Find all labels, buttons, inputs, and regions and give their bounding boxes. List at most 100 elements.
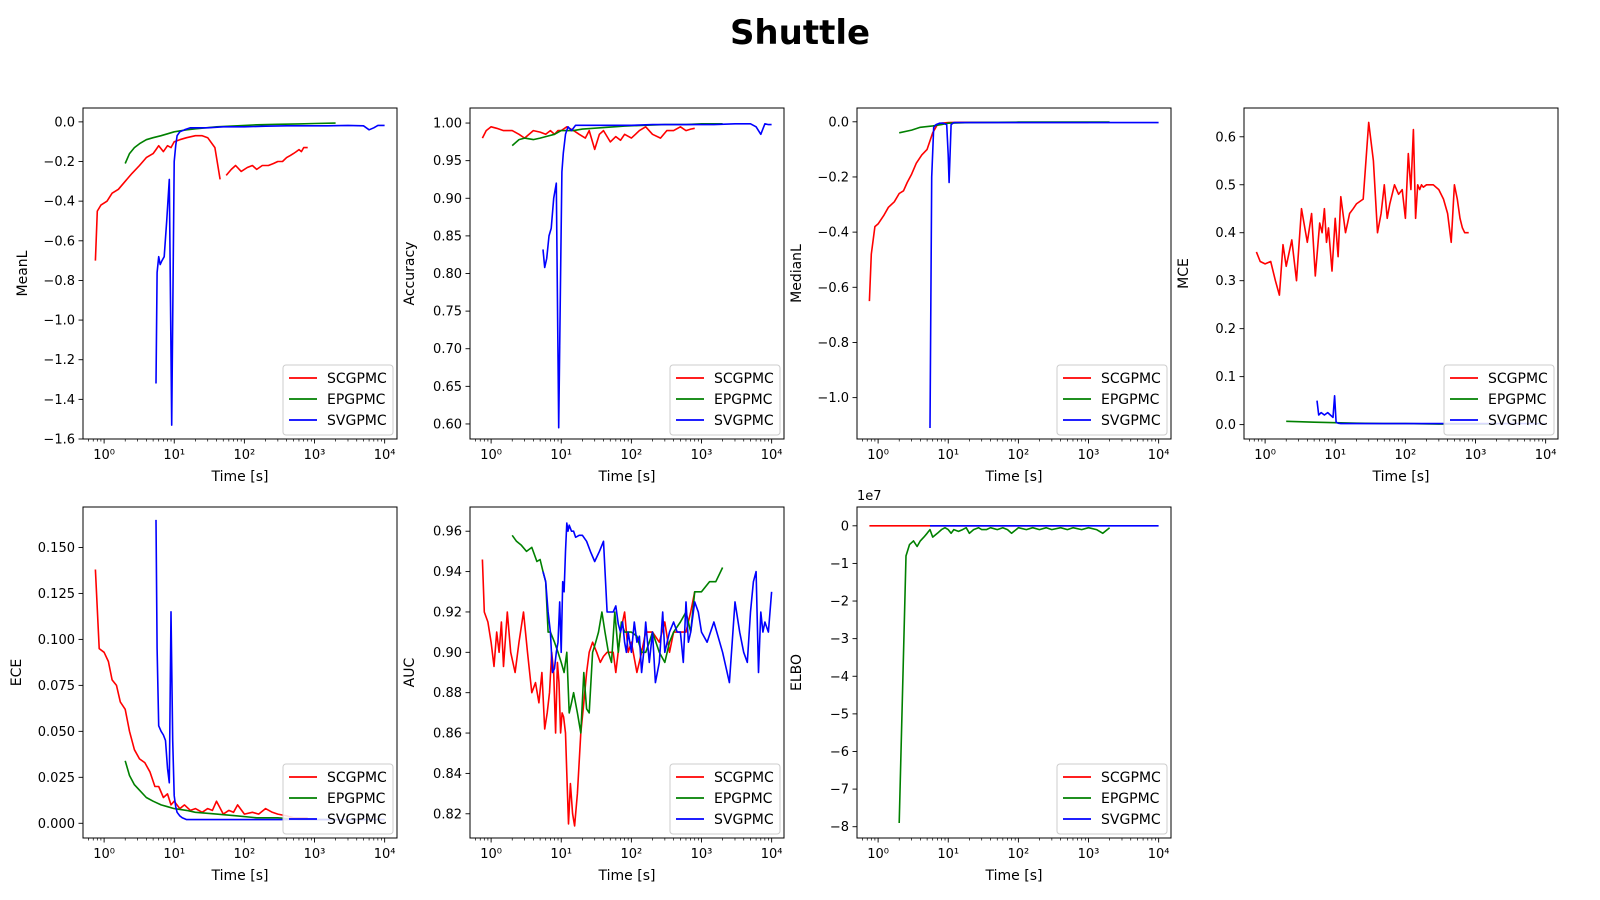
axes-frame	[856, 506, 1172, 839]
y-tick-label: 0.70	[433, 342, 462, 357]
axes-frame	[82, 506, 398, 839]
y-tick-label: 0.5	[1215, 178, 1236, 193]
y-tick-label: 0.75	[433, 305, 462, 320]
y-tick-label: −3	[830, 632, 849, 647]
y-tick-label: −2	[830, 595, 849, 610]
legend: SCGPMC EPGPMC SVGPMC	[282, 364, 394, 436]
series-lines	[481, 522, 773, 827]
series-line-svgpmc	[155, 124, 385, 426]
y-tick-label: −0.6	[817, 281, 849, 296]
x-tick-label: 10²	[1007, 847, 1029, 862]
y-tick-label: 0.125	[38, 587, 75, 602]
legend-label-scgpmc: SCGPMC	[714, 770, 774, 786]
legend: SCGPMC EPGPMC SVGPMC	[1443, 364, 1555, 436]
y-tick-label: 0.100	[38, 633, 75, 648]
legend: SCGPMC EPGPMC SVGPMC	[282, 763, 394, 835]
legend: SCGPMC EPGPMC SVGPMC	[669, 364, 781, 436]
y-tick-label: −7	[830, 783, 849, 798]
legend-label-svgpmc: SVGPMC	[327, 413, 387, 429]
y-tick-label: 0.050	[38, 725, 75, 740]
legend-box	[282, 364, 394, 436]
legend-label-scgpmc: SCGPMC	[1101, 371, 1161, 387]
x-tick-label: 10¹	[550, 847, 572, 862]
legend-box	[1056, 364, 1168, 436]
legend-label-svgpmc: SVGPMC	[714, 413, 774, 429]
subplot-elbo: 10⁰ 10¹ 10² 10³ 10⁴ 0 −1 −2 −3 −4 −5 −6 −7 −8 Time [s]…	[789, 489, 1172, 884]
x-axis-label: Time [s]	[211, 868, 269, 884]
y-tick-label: −0.2	[817, 170, 849, 185]
y-tick-label: −5	[830, 707, 849, 722]
x-tick-label: 10⁰	[93, 448, 115, 463]
series-line-epgpmc	[511, 534, 724, 734]
y-tick-label: 0.4	[1215, 226, 1236, 241]
legend-box	[1443, 364, 1555, 436]
y-tick-label: 0.80	[433, 267, 462, 282]
legend-label-svgpmc: SVGPMC	[714, 812, 774, 828]
figure-title: Shuttle	[730, 13, 870, 53]
x-axis-label: Time [s]	[598, 469, 656, 485]
series-lines	[481, 123, 772, 429]
y-tick-label: −0.4	[43, 195, 75, 210]
y-tick-label: −1.0	[817, 391, 849, 406]
x-axis-label: Time [s]	[598, 868, 656, 884]
y-tick-label: −0.2	[43, 155, 75, 170]
series-line-scgpmc	[481, 126, 695, 151]
x-tick-label: 10⁴	[1148, 847, 1170, 862]
x-tick-label: 10⁰	[867, 448, 889, 463]
subplot-accuracy: 10⁰ 10¹ 10² 10³ 10⁴ 1.00 0.95 0.90 0.85 0.80 0.75 0…	[402, 107, 785, 485]
y-tick-label: −8	[830, 820, 849, 835]
y-tick-label: 0.92	[433, 605, 462, 620]
legend-label-scgpmc: SCGPMC	[1101, 770, 1161, 786]
y-tick-label: 1.00	[433, 117, 462, 132]
y-axis-label: AUC	[402, 657, 418, 687]
legend-label-scgpmc: SCGPMC	[327, 770, 387, 786]
legend-label-epgpmc: EPGPMC	[327, 791, 386, 807]
series-line-epgpmc	[124, 760, 336, 821]
x-tick-label: 10¹	[937, 448, 959, 463]
y-tick-label: 0.86	[433, 727, 462, 742]
axes-frame	[82, 107, 398, 440]
y-tick-label: −1.4	[43, 393, 75, 408]
x-tick-label: 10⁰	[480, 448, 502, 463]
x-tick-label: 10⁴	[1148, 448, 1170, 463]
y-tick-label: 0.96	[433, 525, 462, 540]
legend-label-epgpmc: EPGPMC	[1101, 392, 1160, 408]
subplot-auc: 10⁰ 10¹ 10² 10³ 10⁴ 0.82 0.84 0.86 0.88 0.90 0.92 0…	[402, 506, 785, 884]
series-line-epgpmc	[898, 526, 1111, 824]
y-tick-label: 0.60	[433, 417, 462, 432]
legend-label-epgpmc: EPGPMC	[1488, 392, 1547, 408]
y-tick-label: −1.6	[43, 433, 75, 448]
legend-label-epgpmc: EPGPMC	[714, 392, 773, 408]
x-axis-label: Time [s]	[985, 868, 1043, 884]
x-tick-label: 10⁴	[761, 448, 783, 463]
y-tick-label: −0.8	[43, 274, 75, 289]
series-line-svgpmc	[542, 522, 773, 684]
x-tick-label: 10³	[304, 448, 326, 463]
x-tick-label: 10⁰	[1254, 448, 1276, 463]
legend-box	[1056, 763, 1168, 835]
series-line-scgpmc	[225, 146, 308, 176]
x-tick-label: 10³	[1078, 847, 1100, 862]
y-tick-label: 0.150	[38, 541, 75, 556]
y-tick-label: 0.2	[1215, 322, 1236, 337]
subplot-mce: 10⁰ 10¹ 10² 10³ 10⁴ 0.0 0.1 0.2 0.3 0.4 0.5 0.6 Time…	[1176, 107, 1559, 485]
y-tick-label: 0.075	[38, 679, 75, 694]
legend-label-svgpmc: SVGPMC	[327, 812, 387, 828]
legend-label-svgpmc: SVGPMC	[1488, 413, 1548, 429]
legend-label-scgpmc: SCGPMC	[1488, 371, 1548, 387]
y-tick-label: 0.88	[433, 686, 462, 701]
y-tick-label: 0.84	[433, 767, 462, 782]
legend-label-svgpmc: SVGPMC	[1101, 413, 1161, 429]
y-tick-label: 0.000	[38, 817, 75, 832]
y-tick-label: 0.90	[433, 646, 462, 661]
legend-label-epgpmc: EPGPMC	[714, 791, 773, 807]
legend-box	[669, 763, 781, 835]
x-tick-label: 10¹	[163, 847, 185, 862]
y-tick-label: 0.85	[433, 229, 462, 244]
series-lines	[868, 121, 1159, 429]
x-tick-label: 10⁴	[374, 448, 396, 463]
y-axis-label: ELBO	[789, 654, 805, 691]
y-tick-label: 0.025	[38, 771, 75, 786]
x-axis-label: Time [s]	[1372, 469, 1430, 485]
